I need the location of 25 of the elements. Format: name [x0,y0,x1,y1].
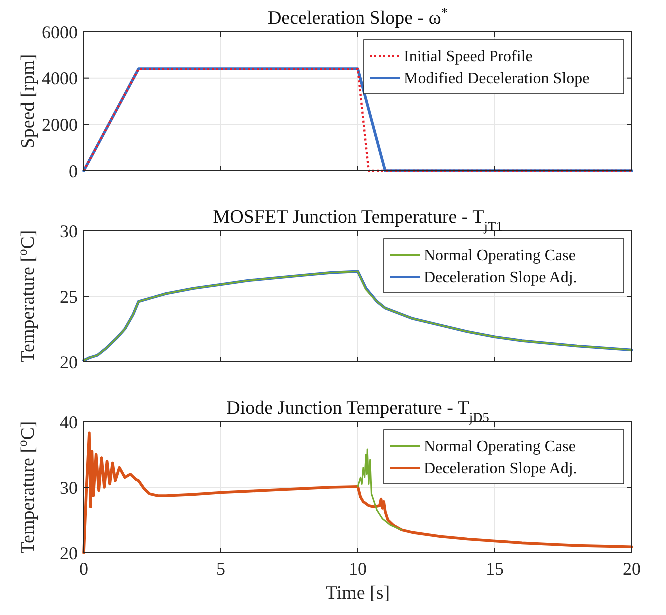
x-tick-label: 20 [623,559,641,579]
y-tick-label: 4000 [42,68,78,89]
legend-label: Initial Speed Profile [404,48,533,66]
y-tick-label: 30 [60,221,78,242]
chart-title: Diode Junction Temperature - T$_{jD5}$ [226,398,490,424]
y-tick-label: 0 [69,161,78,182]
legend-label: Deceleration Slope Adj. [424,460,578,478]
x-axis-title: Time [s] [326,583,390,604]
y-tick-label: 40 [60,412,78,432]
legend-label: Normal Operating Case [424,248,576,265]
x-tick-label: 5 [216,559,226,579]
y-tick-label: 6000 [42,22,78,42]
y-tick-label: 20 [60,352,78,372]
legend-label: Deceleration Slope Adj. [424,270,578,287]
legend-label: Normal Operating Case [424,438,576,456]
chart-title: Deceleration Slope - ω$^{*}$ [268,4,448,29]
x-tick-label: 10 [349,559,367,579]
y-axis-title: Speed [rpm] [18,54,39,149]
y-tick-label: 30 [60,478,78,498]
chart-title: MOSFET Junction Temperature - T$_{jT1}$ [213,207,503,234]
y-tick-label: 20 [60,543,78,564]
x-tick-label: 15 [486,559,504,579]
y-tick-label: 2000 [42,114,78,135]
legend-label: Modified Deceleration Slope [404,70,590,88]
y-tick-label: 25 [60,286,78,307]
